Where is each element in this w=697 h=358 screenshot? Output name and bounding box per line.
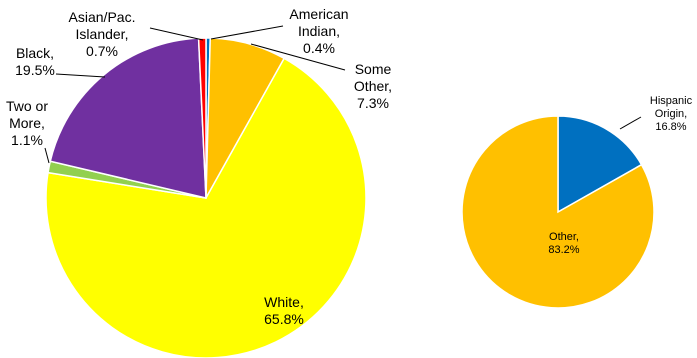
pie-2-data-label-2-line-2: 83.2% — [548, 244, 579, 256]
pie-1-data-label-6-line-3: 0.7% — [86, 43, 118, 59]
pie-chart-2: Hispanic Origin, 16.8% Other, 83.2% — [461, 95, 693, 309]
pie-2-data-label-2: Other, 83.2% — [548, 231, 579, 256]
pie-2-data-label-2-line-1: Other, — [549, 231, 579, 243]
pie-1-data-label-1-line-1: American — [289, 6, 348, 22]
pie-2-slice-1 — [557, 115, 643, 214]
pie-1-data-label-3-line-1: White, — [264, 294, 304, 310]
pie-chart-1: American Indian, 0.4%Some Other, 7.3%White, 6… — [6, 6, 392, 358]
pie-1-data-label-2-line-2: Other, — [354, 78, 392, 94]
pie-1-data-label-6-line-2: Islander, — [76, 26, 129, 42]
pie-1-data-label-4-line-2: More, — [9, 115, 45, 131]
pie-1-data-label-1-line-3: 0.4% — [303, 40, 335, 56]
pie-1-leader-line-4 — [44, 147, 50, 164]
pie-2-data-label-1-line-3: 16.8% — [655, 121, 686, 133]
pie-2-data-label-1: Hispanic Origin, 16.8% — [650, 95, 693, 133]
pie-1-data-label-4-line-3: 1.1% — [11, 132, 43, 148]
pie-1-slice-5 — [49, 37, 207, 199]
pie-1-data-label-2-line-1: Some — [355, 61, 392, 77]
pie-1-slice-3 — [45, 57, 367, 358]
pie-1-data-label-2-line-3: 7.3% — [357, 95, 389, 111]
pie-1-slice-6 — [197, 37, 207, 199]
pie-2-data-label-1-line-2: Origin, — [655, 108, 687, 120]
pie-1-data-label-4: Two or More, 1.1% — [6, 98, 48, 148]
pie-1-data-label-2: Some Other, 7.3% — [354, 61, 392, 111]
pie-1-leader-line-5 — [55, 73, 106, 78]
pie-2-slice-2 — [461, 115, 655, 309]
pie-1-data-label-6-line-1: Asian/Pac. — [69, 9, 136, 25]
pie-1-data-label-5-line-1: Black, — [16, 45, 54, 61]
pie-1-data-label-1: American Indian, 0.4% — [289, 6, 348, 56]
pie-1-data-label-3: White, 65.8% — [264, 294, 304, 327]
pie-2-data-label-1-line-1: Hispanic — [650, 95, 693, 107]
pie-1-leader-line-6 — [149, 27, 204, 41]
pie-1-leader-line-1 — [210, 25, 284, 40]
pie-1-data-label-3-line-2: 65.8% — [264, 311, 304, 327]
pie-1-data-label-5: Black, 19.5% — [15, 45, 55, 78]
pie-2-leader-line-1 — [619, 116, 642, 130]
pie-1-leader-line-2 — [250, 43, 346, 71]
pie-1-data-label-4-line-1: Two or — [6, 98, 48, 114]
pie-1-data-label-1-line-2: Indian, — [298, 23, 340, 39]
pie-1-data-label-5-line-2: 19.5% — [15, 62, 55, 78]
pie-1-data-label-6: Asian/Pac. Islander, 0.7% — [69, 9, 136, 59]
